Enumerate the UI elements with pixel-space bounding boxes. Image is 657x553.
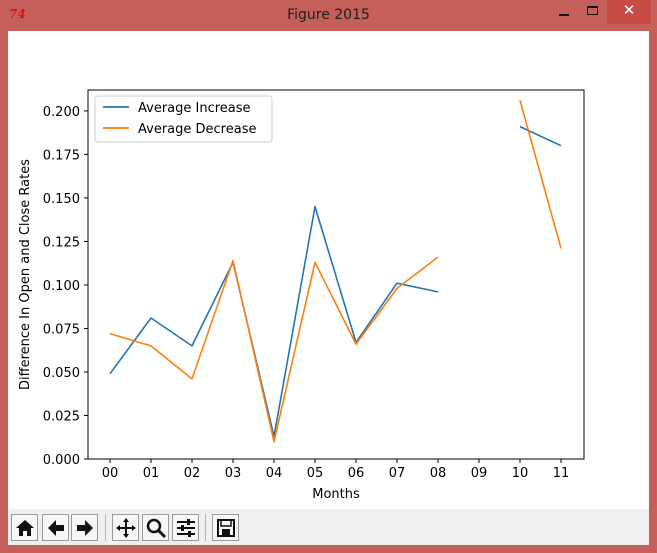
maximize-button[interactable] bbox=[578, 0, 608, 24]
configure-subplots-icon bbox=[177, 519, 195, 537]
legend-label: Average Decrease bbox=[138, 122, 256, 137]
y-tick-label: 0.100 bbox=[43, 279, 80, 294]
data-point bbox=[313, 205, 317, 209]
y-tick-label: 0.000 bbox=[43, 453, 80, 468]
x-tick-label: 10 bbox=[512, 466, 529, 481]
figure-canvas-area: 00 01 02 03 04 05 06 07 08 09 10 11 0.000 0.025 0.050 0… bbox=[8, 31, 649, 545]
data-point bbox=[518, 98, 522, 102]
data-point bbox=[559, 144, 563, 148]
y-tick-label: 0.150 bbox=[43, 192, 80, 207]
x-tick-label: 02 bbox=[184, 466, 201, 481]
x-tick-label: 01 bbox=[143, 466, 160, 481]
home-icon bbox=[16, 520, 34, 536]
x-axis-label: Months bbox=[312, 487, 360, 502]
legend-box bbox=[94, 95, 273, 143]
x-tick-label: 08 bbox=[430, 466, 447, 481]
home-button[interactable] bbox=[11, 514, 38, 541]
x-tick-label: 03 bbox=[225, 466, 242, 481]
data-point bbox=[149, 344, 153, 348]
pan-icon bbox=[116, 518, 136, 538]
data-point bbox=[559, 246, 563, 250]
forward-button[interactable] bbox=[71, 514, 98, 541]
y-tick-label: 0.075 bbox=[43, 322, 80, 337]
tk-feather-icon: 74 bbox=[9, 7, 26, 21]
series-line-increase bbox=[109, 205, 439, 438]
data-point bbox=[190, 377, 194, 381]
data-point bbox=[149, 316, 153, 320]
title-bar[interactable]: 74 Figure 2015 ✕ bbox=[0, 0, 657, 31]
y-tick-label: 0.050 bbox=[43, 366, 80, 381]
navigation-toolbar bbox=[8, 509, 649, 545]
x-tick-label: 00 bbox=[102, 466, 119, 481]
back-arrow-icon bbox=[48, 520, 64, 536]
x-tick-label: 04 bbox=[266, 466, 283, 481]
data-point bbox=[272, 440, 276, 444]
data-point bbox=[190, 344, 194, 348]
data-point bbox=[108, 372, 112, 376]
x-tick-label: 07 bbox=[389, 466, 406, 481]
y-tick-label: 0.025 bbox=[43, 409, 80, 424]
zoom-icon bbox=[146, 518, 167, 539]
configure-subplots-button[interactable] bbox=[172, 514, 199, 541]
x-tick-label: 11 bbox=[553, 466, 570, 481]
maximize-icon bbox=[587, 6, 598, 15]
series-line-decrease bbox=[519, 100, 562, 249]
back-button[interactable] bbox=[42, 514, 69, 541]
data-point bbox=[436, 255, 440, 259]
data-point bbox=[354, 342, 358, 346]
minimize-button[interactable] bbox=[549, 0, 579, 24]
y-tick-label: 0.175 bbox=[43, 148, 80, 163]
axes-frame bbox=[87, 89, 585, 460]
figure-canvas[interactable]: 00 01 02 03 04 05 06 07 08 09 10 11 0.000 0.025 0.050 0… bbox=[8, 31, 649, 509]
y-tick-label: 0.125 bbox=[43, 235, 80, 250]
data-point bbox=[313, 260, 317, 264]
data-point bbox=[108, 332, 112, 336]
forward-arrow-icon bbox=[77, 520, 93, 536]
series-line-increase bbox=[519, 125, 562, 147]
x-tick-label: 06 bbox=[348, 466, 365, 481]
series-line-decrease bbox=[109, 256, 439, 443]
minimize-icon bbox=[559, 14, 569, 16]
legend-label: Average Increase bbox=[138, 101, 251, 116]
close-button[interactable]: ✕ bbox=[607, 0, 651, 24]
data-point bbox=[518, 125, 522, 129]
x-tick-label: 05 bbox=[307, 466, 324, 481]
window-title: Figure 2015 bbox=[287, 7, 370, 23]
data-point bbox=[395, 286, 399, 290]
pan-button[interactable] bbox=[112, 514, 139, 541]
save-button[interactable] bbox=[212, 514, 239, 541]
save-icon bbox=[217, 519, 235, 537]
data-point bbox=[231, 259, 235, 263]
data-point bbox=[395, 281, 399, 285]
y-tick-label: 0.200 bbox=[43, 105, 80, 120]
toolbar-separator bbox=[105, 514, 106, 541]
data-point bbox=[436, 290, 440, 294]
close-icon: ✕ bbox=[622, 1, 636, 19]
toolbar-separator bbox=[205, 514, 206, 541]
y-axis-label: Difference In Open and Close Rates bbox=[18, 159, 33, 390]
x-tick-label: 09 bbox=[471, 466, 488, 481]
zoom-button[interactable] bbox=[142, 514, 169, 541]
